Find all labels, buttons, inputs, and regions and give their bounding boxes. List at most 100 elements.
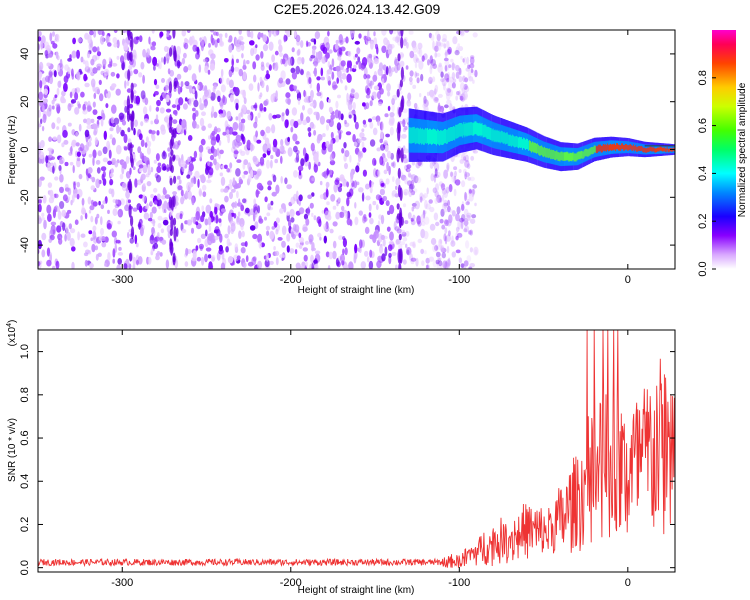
- heatmap-cell: [205, 166, 209, 175]
- heatmap-cell: [50, 229, 53, 235]
- heatmap-cell: [38, 261, 41, 267]
- heatmap-cell: [440, 183, 444, 189]
- heatmap-cell: [87, 167, 93, 174]
- heatmap-cell: [437, 93, 443, 98]
- heatmap-cell: [436, 40, 442, 47]
- heatmap-cell: [192, 107, 196, 112]
- heatmap-cell: [267, 142, 272, 152]
- heatmap-cell: [372, 74, 378, 82]
- ridge-core-cell: [581, 150, 583, 159]
- heatmap-cell: [332, 240, 337, 249]
- heatmap-cell: [45, 75, 50, 83]
- spectrogram-y-tick-label: -40: [19, 237, 31, 253]
- heatmap-cell: [126, 88, 132, 93]
- ridge-core-cell: [447, 129, 449, 144]
- ridge-core-cell: [494, 129, 496, 142]
- ridge-core-cell: [478, 123, 480, 137]
- heatmap-cell: [211, 105, 215, 115]
- heatmap-cell: [91, 176, 96, 183]
- ridge-core-cell: [629, 144, 631, 150]
- heatmap-streak-cell: [398, 149, 402, 159]
- heatmap-cell: [175, 212, 181, 220]
- heatmap-cell: [293, 193, 298, 202]
- heatmap-cell: [96, 167, 101, 174]
- heatmap-cell: [70, 99, 77, 104]
- heatmap-cell: [451, 82, 456, 89]
- spectrogram-y-tick-label: 20: [19, 96, 31, 108]
- heatmap-cell: [313, 67, 317, 77]
- heatmap-cell: [472, 188, 476, 195]
- heatmap-cell: [455, 95, 459, 101]
- ridge-core-cell: [476, 122, 478, 136]
- heatmap-cell: [219, 211, 223, 216]
- heatmap-cell: [210, 30, 215, 33]
- heatmap-cell: [406, 41, 409, 49]
- heatmap-cell: [101, 241, 107, 248]
- heatmap-cell: [366, 74, 371, 79]
- heatmap-cell: [460, 220, 464, 230]
- heatmap-cell: [250, 169, 254, 178]
- heatmap-cell: [118, 210, 121, 217]
- heatmap-cell: [295, 140, 300, 145]
- heatmap-cell: [414, 200, 421, 210]
- heatmap-cell: [227, 39, 232, 43]
- heatmap-cell: [235, 134, 241, 143]
- heatmap-streak-cell: [400, 66, 404, 80]
- heatmap-cell: [278, 44, 283, 53]
- ridge-core-cell: [668, 148, 670, 153]
- heatmap-cell: [316, 82, 320, 93]
- heatmap-cell: [428, 199, 433, 204]
- heatmap-cell: [174, 154, 180, 161]
- heatmap-cell: [316, 91, 322, 97]
- heatmap-cell: [203, 101, 207, 109]
- ridge-core-cell: [479, 122, 481, 136]
- heatmap-cell: [159, 31, 164, 37]
- heatmap-cell: [410, 257, 417, 262]
- ridge-core-cell: [464, 123, 466, 138]
- heatmap-cell: [132, 207, 138, 212]
- heatmap-cell: [140, 121, 144, 127]
- heatmap-cell: [164, 115, 170, 124]
- heatmap-cell: [264, 259, 270, 268]
- heatmap-streak-cell: [169, 138, 173, 150]
- heatmap-cell: [412, 44, 418, 53]
- heatmap-cell: [198, 188, 202, 197]
- heatmap-cell: [447, 88, 452, 93]
- heatmap-cell: [469, 176, 475, 182]
- heatmap-cell: [290, 126, 294, 133]
- heatmap-cell: [462, 94, 468, 98]
- heatmap-cell: [160, 228, 165, 234]
- heatmap-cell: [397, 83, 401, 89]
- heatmap-cell: [199, 174, 205, 179]
- heatmap-cell: [437, 64, 443, 73]
- heatmap-cell: [443, 202, 448, 207]
- heatmap-cell: [416, 215, 422, 225]
- heatmap-cell: [96, 115, 103, 120]
- heatmap-cell: [327, 30, 330, 37]
- ridge-core-cell: [517, 137, 520, 149]
- heatmap-cell: [206, 179, 212, 184]
- heatmap-cell: [434, 84, 439, 93]
- snr-x-label: Height of straight line (km): [298, 585, 415, 596]
- heatmap-cell: [420, 228, 426, 239]
- heatmap-cell: [377, 101, 383, 107]
- ridge-core-cell: [616, 143, 618, 150]
- heatmap-cell: [429, 55, 433, 65]
- heatmap-cell: [257, 260, 263, 269]
- heatmap-cell: [187, 190, 192, 200]
- heatmap-cell: [124, 80, 127, 89]
- heatmap-cell: [458, 257, 463, 264]
- heatmap-cell: [62, 194, 68, 202]
- heatmap-cell: [73, 181, 76, 190]
- ridge-core-cell: [414, 128, 416, 145]
- heatmap-cell: [207, 216, 212, 226]
- heatmap-cell: [243, 159, 249, 166]
- heatmap-cell: [109, 178, 114, 186]
- heatmap-cell: [438, 260, 443, 267]
- heatmap-cell: [67, 58, 72, 62]
- heatmap-cell: [143, 118, 149, 124]
- heatmap-cell: [463, 168, 467, 174]
- heatmap-cell: [123, 146, 128, 151]
- heatmap-cell: [213, 126, 218, 135]
- heatmap-cell: [424, 199, 428, 210]
